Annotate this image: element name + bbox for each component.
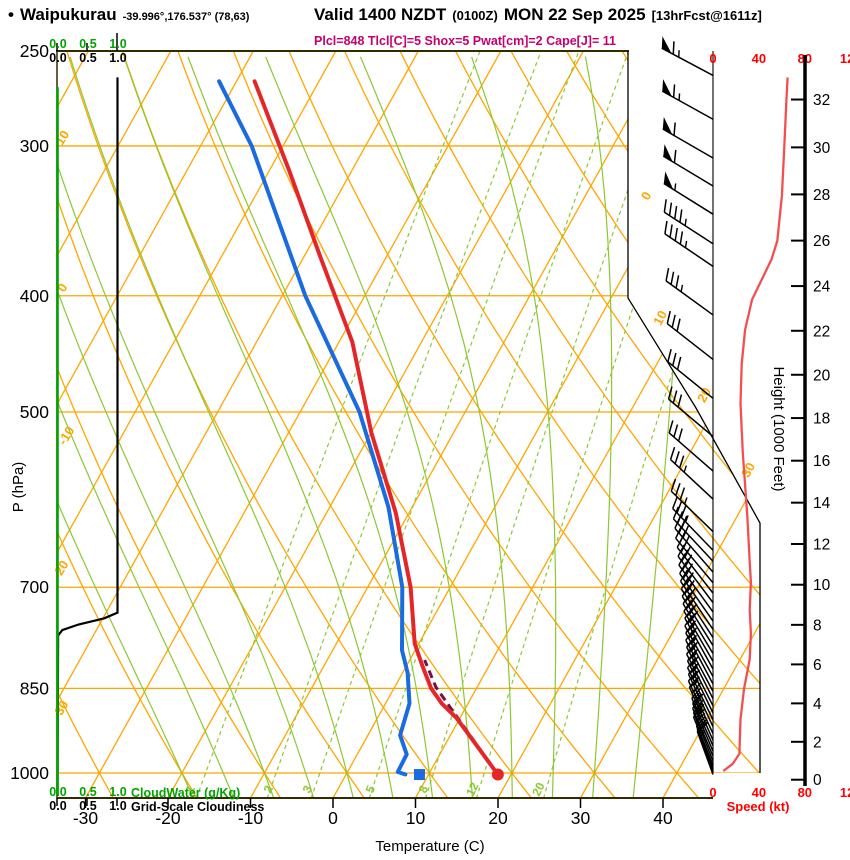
svg-text:0.5: 0.5 (79, 799, 96, 813)
speed-tick-label: 80 (798, 785, 812, 800)
pressure-tick-label: 400 (20, 286, 49, 306)
temperature-tick-label: 10 (406, 808, 426, 828)
svg-text:1.0: 1.0 (109, 51, 126, 65)
isotherm-label: 30 (738, 460, 758, 480)
svg-text:0.0: 0.0 (49, 37, 66, 51)
valid-date: MON 22 Sep 2025 (503, 5, 646, 24)
height-tick-label: 16 (813, 453, 830, 470)
svg-text:0.5: 0.5 (79, 51, 96, 65)
gridscale-cloudiness-label: Grid-Scale Cloudiness (131, 800, 265, 814)
speed-tick-label: 0 (709, 51, 716, 66)
mixing-ratio-lines (195, 51, 760, 798)
height-tick-label: 6 (813, 657, 822, 674)
pressure-axis-label: P (hPa) (10, 461, 27, 513)
height-tick-label: 12 (813, 537, 830, 554)
height-tick-label: 0 (813, 772, 822, 789)
stability-parameters: Plcl=848 Tlcl[C]=5 Shox=5 Pwat[cm]=2 Cap… (314, 34, 616, 48)
height-tick-label: 24 (813, 279, 831, 296)
temperature-tick-label: -10 (238, 808, 264, 828)
svg-text:0.0: 0.0 (49, 799, 66, 813)
speed-tick-label: 40 (752, 51, 766, 66)
pressure-tick-label: 500 (20, 402, 49, 422)
mixing-ratio-label: 20 (529, 780, 548, 798)
pressure-tick-label: 1000 (10, 763, 49, 783)
temperature-tick-label: -30 (73, 808, 99, 828)
dry-adiabat-label: -20 (49, 558, 72, 582)
height-tick-label: 14 (813, 495, 831, 512)
height-tick-label: 8 (813, 617, 822, 634)
speed-tick-label: 40 (752, 785, 766, 800)
speed-tick-label: 120 (840, 785, 850, 800)
height-tick-label: 32 (813, 92, 830, 109)
height-tick-label: 26 (813, 233, 830, 250)
speed-axis-label: Speed (kt) (726, 799, 790, 814)
speed-tick-label: 120 (840, 51, 850, 66)
pressure-tick-label: 700 (20, 577, 49, 597)
temperature-tick-label: 40 (653, 808, 673, 828)
station-coords: -39.996°,176.537° (78,63) (122, 11, 250, 23)
valid-time: Valid 1400 NZDT (314, 5, 447, 24)
grid-lines (57, 51, 760, 798)
temperature-tick-label: 30 (571, 808, 591, 828)
zulu-time: (0100Z) (452, 8, 498, 23)
temperature-curve (252, 79, 500, 777)
surface-markers (413, 768, 504, 781)
mixing-ratio-label: 12 (463, 780, 482, 798)
mixing-ratio-label: 3 (300, 783, 316, 795)
height-tick-label: 20 (813, 367, 831, 384)
dewpoint-curve (217, 79, 412, 777)
height-tick-label: 30 (813, 140, 831, 157)
svg-text:0.5: 0.5 (79, 37, 96, 51)
isotherm-label: 10 (650, 308, 670, 328)
height-tick-label: 2 (813, 734, 822, 751)
pressure-tick-label: 250 (20, 41, 49, 61)
speed-tick-label: 0 (709, 785, 716, 800)
valid-time-header: Valid 1400 NZDT (0100Z) MON 22 Sep 2025 … (314, 5, 762, 25)
dry-adiabat-label: -30 (49, 698, 72, 722)
svg-text:0.0: 0.0 (49, 51, 66, 65)
isotherm-lines (57, 51, 760, 798)
bullet-icon: • (8, 5, 14, 24)
surface-dewpoint-marker (413, 769, 425, 781)
svg-text:0.5: 0.5 (79, 785, 96, 799)
height-tick-label: 28 (813, 187, 830, 204)
height-tick-label: 18 (813, 411, 830, 428)
station-header: • Waipukurau -39.996°,176.537° (78,63) (8, 5, 249, 25)
height-tick-label: 22 (813, 323, 830, 340)
wind-barbs (661, 36, 714, 775)
surface-temperature-marker (491, 768, 504, 781)
temperature-tick-label: 0 (328, 808, 338, 828)
forecast-lead: [13hrFcst@1611z] (651, 8, 762, 23)
dry-adiabat-label: 10 (52, 128, 72, 148)
height-tick-label: 4 (813, 696, 822, 713)
isotherm-label: 0 (638, 189, 655, 203)
height-axis-label: Height (1000 Feet) (770, 366, 787, 492)
pressure-tick-label: 850 (20, 678, 49, 698)
isotherm-label: 20 (694, 385, 714, 405)
svg-text:1.0: 1.0 (109, 785, 126, 799)
parcel-path (423, 659, 500, 776)
pressure-tick-label: 300 (20, 136, 49, 156)
height-tick-label: 10 (813, 577, 831, 594)
mixing-ratio-label: 5 (363, 783, 379, 795)
temperature-tick-label: 20 (488, 808, 508, 828)
temperature-tick-label: -20 (155, 808, 181, 828)
station-name: Waipukurau (19, 5, 117, 24)
temperature-axis-label: Temperature (C) (375, 838, 485, 855)
svg-text:1.0: 1.0 (109, 37, 126, 51)
svg-text:1.0: 1.0 (109, 799, 126, 813)
speed-axis: 0040408080120120 (709, 51, 850, 800)
wind-speed-profile (722, 77, 789, 772)
cloudwater-scale-label: CloudWater (g/Kg) (131, 786, 241, 800)
